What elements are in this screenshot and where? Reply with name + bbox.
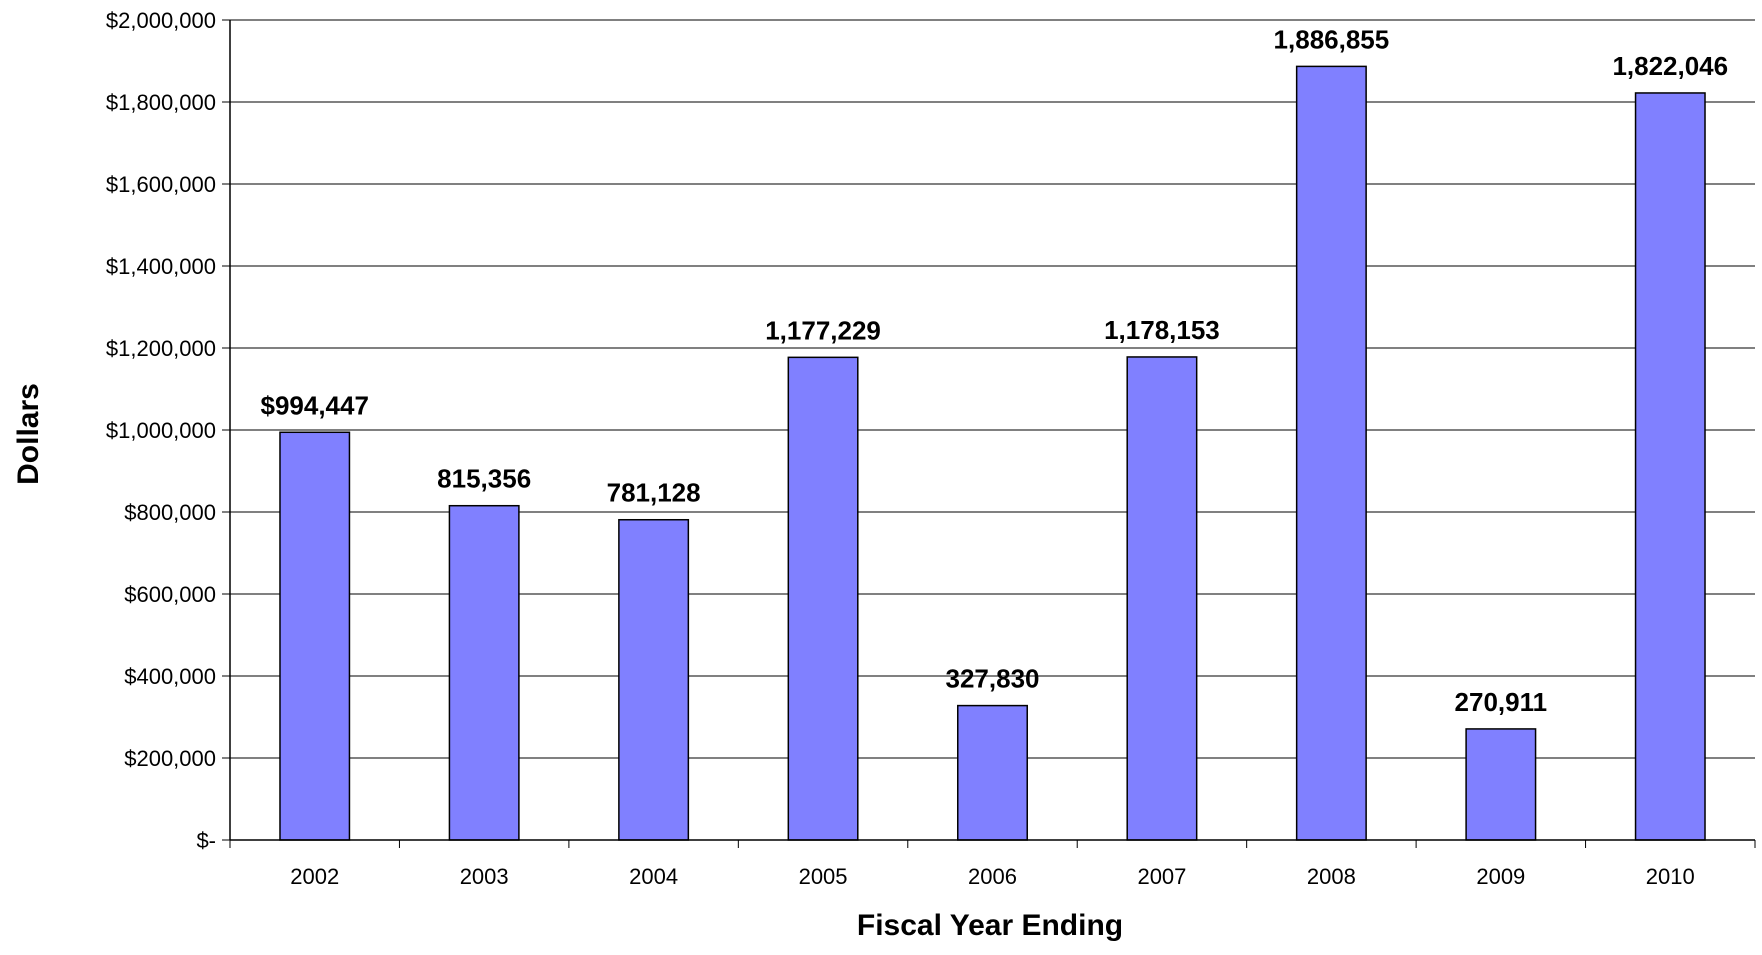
bar-2005 (787, 356, 859, 841)
y-tick-label: $2,000,000 (106, 8, 216, 33)
y-tick-label: $1,200,000 (106, 336, 216, 361)
data-label: 815,356 (437, 464, 531, 494)
axes (222, 19, 1756, 848)
x-tick-label: 2007 (1137, 864, 1186, 889)
y-tick-label: $- (196, 828, 216, 853)
data-label: 1,177,229 (765, 315, 881, 345)
y-tick-label: $1,400,000 (106, 254, 216, 279)
x-tick-label: 2006 (968, 864, 1017, 889)
x-tick-label: 2010 (1646, 864, 1695, 889)
bar-2007 (1126, 356, 1198, 841)
data-label: 327,830 (946, 664, 1040, 694)
bar-2010 (1634, 92, 1706, 841)
bars (279, 65, 1706, 841)
data-label: 1,822,046 (1612, 51, 1728, 81)
bar-2006 (957, 704, 1028, 841)
bar-2009 (1465, 728, 1537, 841)
data-label: 270,911 (1455, 687, 1548, 717)
y-tick-label: $1,600,000 (106, 172, 216, 197)
y-tick-label: $400,000 (124, 664, 216, 689)
x-tick-label: 2003 (460, 864, 509, 889)
x-tick-label: 2002 (290, 864, 339, 889)
y-tick-label: $1,000,000 (106, 418, 216, 443)
bar-2002 (279, 431, 351, 841)
x-tick-label: 2004 (629, 864, 678, 889)
data-label: $994,447 (260, 390, 368, 420)
y-axis-title: Dollars (12, 383, 45, 485)
y-tick-label: $600,000 (124, 582, 216, 607)
x-tick-label: 2008 (1307, 864, 1356, 889)
data-label: 781,128 (607, 478, 701, 508)
x-tick-label: 2009 (1476, 864, 1525, 889)
y-tick-label: $1,800,000 (106, 90, 216, 115)
bar-2004 (618, 518, 690, 841)
labels: $- $200,000 $400,000 $600,000 $800,000 $1,000… (106, 8, 1728, 889)
x-tick-label: 2005 (799, 864, 848, 889)
y-tick-label: $800,000 (124, 500, 216, 525)
x-axis-title: Fiscal Year Ending (857, 909, 1123, 942)
data-label: 1,178,153 (1104, 315, 1220, 345)
data-label: 1,886,855 (1274, 24, 1390, 54)
bar-2008 (1295, 65, 1367, 841)
y-tick-label: $200,000 (124, 746, 216, 771)
bar-2003 (448, 504, 520, 841)
